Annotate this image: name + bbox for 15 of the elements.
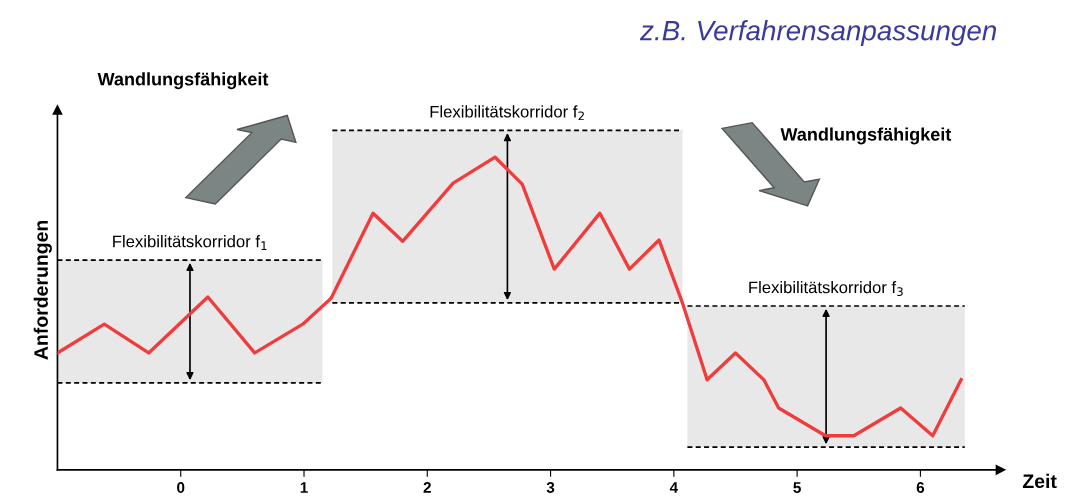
band-label: Flexibilitätskorridor f$_{1}$ <box>113 235 267 250</box>
x-tick-label: 0 <box>177 482 185 493</box>
x-axis-title: Zeit <box>1022 473 1057 489</box>
band-label: Flexibilitätskorridor f$_{3}$ <box>749 281 903 297</box>
text: Wandlungsfähigkeit <box>780 127 952 145</box>
band-label: Flexibilitätskorridor f$_{2}$ <box>430 105 584 121</box>
x-tick-label: 1 <box>300 482 308 493</box>
chart-title: z.B. Verfahrensanpassungen <box>639 20 997 46</box>
x-tick-label: 2 <box>423 482 431 493</box>
x-tick-label: 4 <box>669 482 679 493</box>
text: Wandlungsfähigkeit <box>97 72 269 90</box>
y-axis-title: Anforderungen <box>33 220 52 360</box>
x-tick-label: 6 <box>916 482 925 493</box>
x-tick-label: 5 <box>793 482 801 493</box>
x-tick-label: 3 <box>546 482 555 493</box>
